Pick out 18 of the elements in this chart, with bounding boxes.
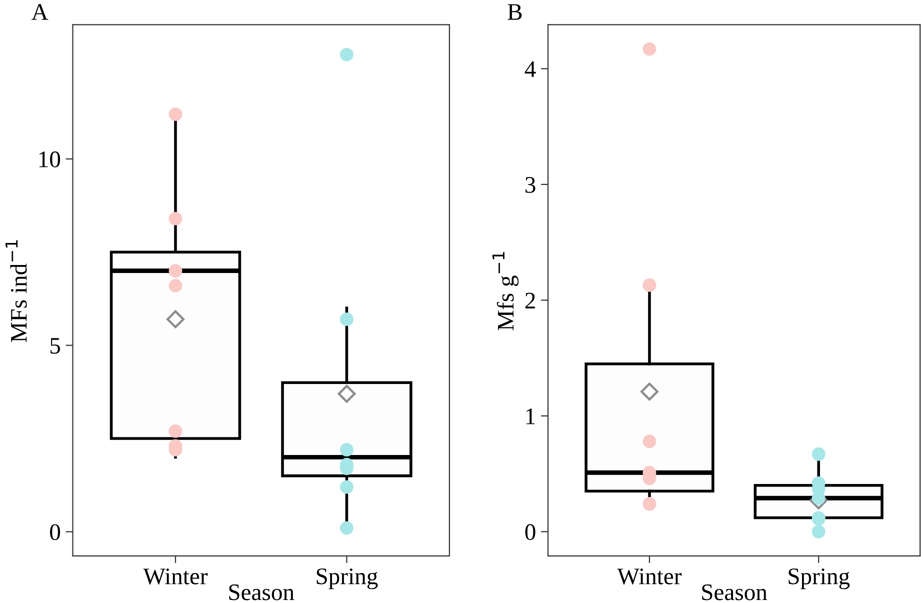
y-tick-label: 2 [525, 292, 535, 308]
x-tick-label: Winter [617, 568, 682, 585]
x-axis-title: Season [702, 584, 768, 600]
y-tick-label: 1 [526, 408, 535, 424]
y-tick-label: 3 [526, 177, 536, 193]
y-tick-label: 10 [39, 151, 60, 168]
y-tick-label: 0 [525, 524, 536, 540]
y-axis-title: MFs ind$^{−1}$ [6, 240, 27, 342]
x-axis-title: Season [229, 584, 294, 600]
x-tick-label: Spring [316, 568, 378, 590]
y-axis-title: Mfs g$^{−1}$ [492, 252, 519, 330]
y-tick-label: 0 [50, 524, 60, 540]
y-tick-label: 5 [50, 338, 60, 354]
x-tick-label: Winter [143, 568, 208, 585]
y-tick-label: 4 [524, 61, 536, 77]
chart-title: B [508, 4, 522, 20]
chart-title: A [32, 4, 48, 20]
x-tick-label: Spring [788, 568, 850, 590]
